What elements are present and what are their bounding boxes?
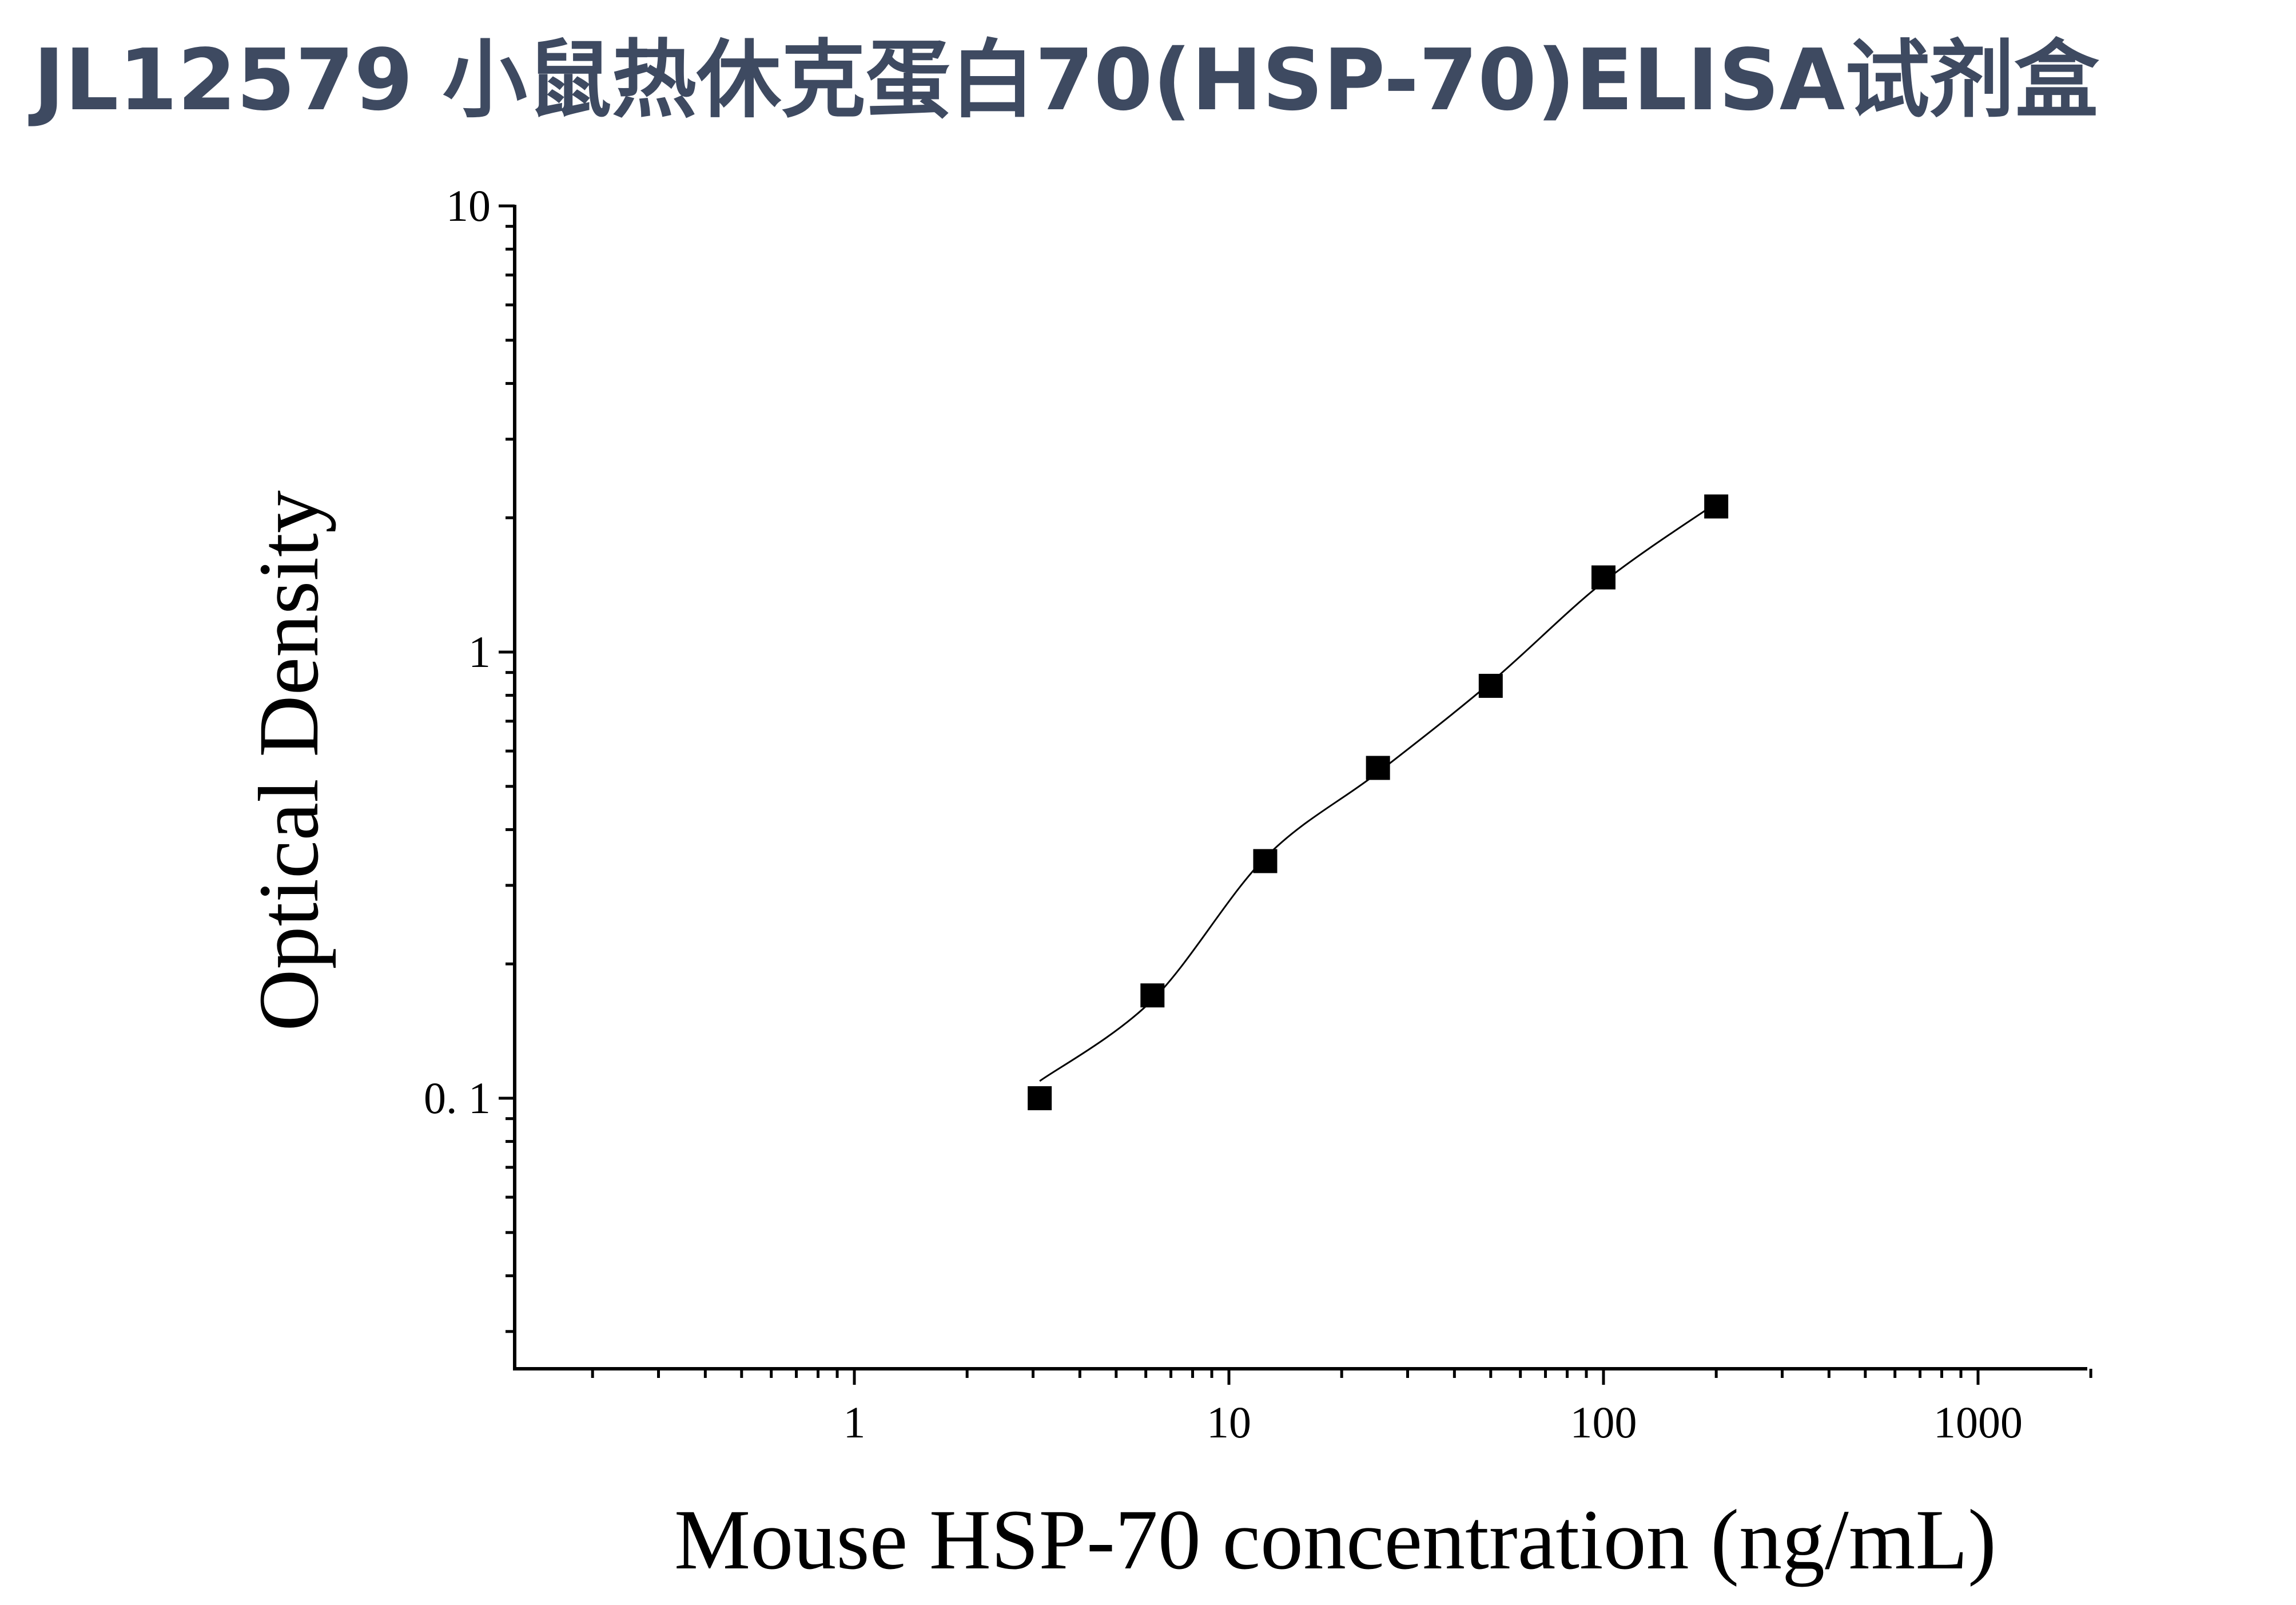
- x-tick-label: 100: [1570, 1397, 1637, 1447]
- data-point: [1253, 849, 1278, 873]
- data-point: [1028, 1086, 1052, 1110]
- data-point: [1366, 756, 1390, 780]
- x-tick-label: 1: [843, 1397, 866, 1447]
- data-point: [1478, 674, 1503, 698]
- x-axis-ticks: 1 10 100 1000: [591, 1369, 2092, 1447]
- x-tick-label: 10: [1207, 1397, 1251, 1447]
- x-tick-label: 1000: [1933, 1397, 2023, 1447]
- y-tick-label: 0. 1: [424, 1073, 491, 1123]
- y-axis-ticks: 0. 1 1 10: [424, 181, 515, 1333]
- x-axis-title: Mouse HSP-70 concentration (ng/mL): [674, 1492, 1996, 1587]
- data-point: [1140, 983, 1165, 1008]
- chart-axes: [513, 205, 2087, 1370]
- page-title: JL12579 小鼠热休克蛋白70(HSP-70)ELISA试剂盒: [33, 31, 2099, 129]
- y-axis-title: Optical Density: [241, 490, 336, 1031]
- y-tick-label: 10: [446, 181, 491, 231]
- y-tick-label: 1: [468, 627, 491, 677]
- data-point: [1704, 494, 1729, 519]
- data-points: [1028, 494, 1729, 1110]
- data-point: [1591, 565, 1615, 590]
